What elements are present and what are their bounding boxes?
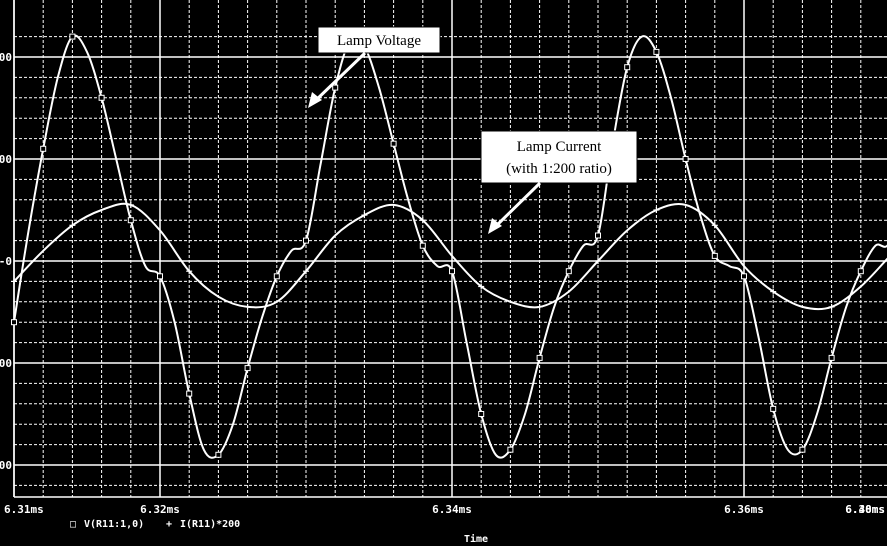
series-point-voltage xyxy=(711,252,718,259)
series-point-voltage xyxy=(741,273,747,280)
y-tick-label: -100 xyxy=(0,357,12,370)
series-point-voltage xyxy=(303,237,309,244)
series-point-current xyxy=(478,283,485,290)
series-point-voltage xyxy=(565,268,572,275)
series-point-current xyxy=(127,201,134,208)
x-tick-label: 6.34ms xyxy=(432,503,472,516)
series-point-voltage xyxy=(536,354,543,361)
x-axis-label: Time xyxy=(464,533,488,545)
series-point-current xyxy=(186,268,193,275)
legend-label-current: I(R11)*200 xyxy=(180,519,240,530)
series-point-current xyxy=(69,222,76,229)
annotation-lamp-voltage-arrowhead xyxy=(308,92,322,108)
series-point-voltage xyxy=(828,354,835,361)
x-tick-label: 6.31ms xyxy=(4,503,44,516)
series-point-voltage xyxy=(157,273,163,280)
y-tick-label: 200 xyxy=(0,51,12,64)
annotation-lamp-current-text-line1: Lamp Current xyxy=(517,139,602,155)
series-group xyxy=(11,33,887,459)
series-point-current xyxy=(770,288,777,295)
x-tick-label: 6.40ms xyxy=(845,503,885,516)
series-point-voltage xyxy=(770,405,777,412)
legend: □ V(R11:1,0) + I(R11)*200 xyxy=(70,519,240,530)
series-point-voltage xyxy=(624,64,631,71)
series-point-current xyxy=(361,212,368,219)
x-tick-label: 6.38ms xyxy=(845,503,885,516)
series-point-current xyxy=(536,303,543,310)
series-point-voltage xyxy=(799,446,806,453)
series-point-voltage xyxy=(332,84,339,91)
series-point-voltage xyxy=(595,232,601,239)
y-tick-labels: 200 100 -0 -100 -200 xyxy=(0,51,12,472)
series-point-current xyxy=(303,268,309,275)
series-point-voltage xyxy=(653,48,660,55)
x-tick-label: 6.36ms xyxy=(724,503,764,516)
series-point-voltage xyxy=(127,217,134,224)
series-point-voltage xyxy=(215,451,222,458)
annotation-lamp-voltage: Lamp Voltage xyxy=(308,26,441,108)
series-line-current xyxy=(13,202,887,311)
annotation-lamp-current-arrow xyxy=(492,181,542,230)
series-point-current xyxy=(244,303,251,310)
y-tick-label: 100 xyxy=(0,153,12,166)
annotation-lamp-current-text-line2: (with 1:200 ratio) xyxy=(506,161,612,177)
series-point-voltage xyxy=(478,411,485,417)
y-tick-label: -0 xyxy=(0,255,12,268)
series-point-voltage xyxy=(507,446,514,453)
series-point-current xyxy=(11,278,17,285)
legend-label-voltage: V(R11:1,0) xyxy=(84,519,144,530)
series-point-voltage xyxy=(186,390,193,397)
series-line-voltage xyxy=(13,34,887,459)
legend-symbol-voltage: □ xyxy=(70,519,76,530)
series-point-voltage xyxy=(419,242,426,249)
y-tick-label: -200 xyxy=(0,459,12,472)
series-point-current xyxy=(828,303,835,310)
series-point-voltage xyxy=(273,273,280,280)
series-point-current xyxy=(653,207,660,213)
annotation-lamp-current-box xyxy=(480,130,638,184)
series-point-voltage xyxy=(682,156,689,162)
series-point-voltage xyxy=(857,268,864,275)
annotation-lamp-voltage-box xyxy=(317,26,441,54)
series-point-voltage xyxy=(449,268,455,275)
series-point-voltage xyxy=(390,140,397,147)
series-point-voltage xyxy=(69,33,76,40)
annotation-lamp-current-arrowhead xyxy=(488,218,502,234)
series-point-voltage xyxy=(40,145,47,152)
series-point-voltage xyxy=(244,365,251,372)
annotation-lamp-voltage-arrow xyxy=(312,51,367,104)
annotation-lamp-current: Lamp Current (with 1:200 ratio) xyxy=(480,130,638,234)
legend-symbol-current: + xyxy=(166,519,172,530)
series-point-voltage xyxy=(98,94,105,101)
series-point-voltage xyxy=(11,319,17,326)
x-tick-label: 6.32ms xyxy=(140,503,180,516)
series-point-current xyxy=(595,258,601,264)
series-point-current xyxy=(711,222,718,229)
series-point-current xyxy=(419,217,426,224)
annotation-lamp-voltage-text: Lamp Voltage xyxy=(337,33,421,49)
